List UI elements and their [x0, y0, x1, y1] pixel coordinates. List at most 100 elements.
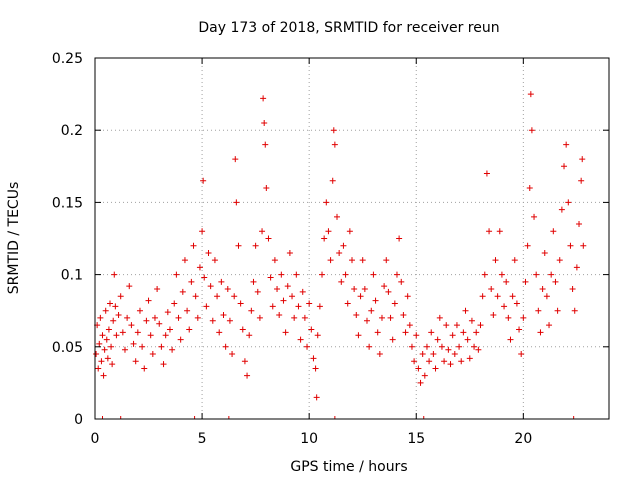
data-point	[103, 336, 110, 343]
data-point	[214, 293, 221, 300]
grid	[95, 58, 609, 419]
data-point	[426, 358, 433, 365]
data-point	[492, 257, 499, 264]
data-point	[231, 293, 238, 300]
data-point	[554, 307, 561, 314]
data-point	[239, 326, 246, 333]
data-point	[578, 177, 585, 184]
data-point	[256, 314, 263, 321]
data-point	[561, 163, 568, 170]
data-point	[259, 228, 266, 235]
data-point	[248, 307, 255, 314]
data-point	[160, 361, 167, 368]
data-point	[246, 332, 253, 339]
data-point	[200, 177, 207, 184]
data-point	[338, 278, 345, 285]
data-point	[411, 358, 418, 365]
data-point	[323, 199, 330, 206]
data-point	[218, 278, 225, 285]
data-point	[151, 314, 158, 321]
data-point	[271, 257, 278, 264]
data-point	[229, 351, 236, 358]
data-point	[573, 264, 580, 271]
data-point	[216, 329, 223, 336]
data-point	[522, 278, 529, 285]
data-point	[222, 343, 229, 350]
data-point	[308, 326, 315, 333]
data-point	[483, 170, 490, 177]
data-point	[342, 271, 349, 278]
data-point	[385, 288, 392, 295]
data-point	[556, 257, 563, 264]
data-point	[462, 307, 469, 314]
data-point	[374, 329, 381, 336]
data-point	[569, 286, 576, 293]
data-point	[207, 283, 214, 290]
data-point	[479, 293, 486, 300]
data-point	[274, 286, 281, 293]
data-point	[344, 300, 351, 307]
data-point	[93, 351, 100, 358]
data-point	[254, 288, 261, 295]
data-point	[95, 365, 102, 372]
data-point	[280, 297, 287, 304]
data-point	[327, 257, 334, 264]
data-point	[312, 365, 319, 372]
data-point	[96, 340, 103, 347]
chart-title: Day 173 of 2018, SRMTID for receiver reu…	[198, 20, 499, 36]
data-point	[441, 358, 448, 365]
data-point	[301, 314, 308, 321]
data-point	[139, 343, 146, 350]
data-point	[533, 271, 540, 278]
y-axis-label: SRMTID / TECUs	[6, 182, 22, 295]
data-point	[336, 249, 343, 256]
data-point	[314, 332, 321, 339]
data-point	[434, 336, 441, 343]
y-tick-label: 0.15	[52, 195, 83, 211]
data-point	[321, 235, 328, 242]
data-point	[128, 322, 135, 329]
data-point	[267, 274, 274, 281]
y-tick-label: 0.25	[52, 51, 83, 67]
data-point	[443, 322, 450, 329]
data-point	[453, 322, 460, 329]
data-point	[154, 286, 161, 293]
data-point	[110, 317, 117, 324]
data-point	[237, 300, 244, 307]
data-point	[346, 228, 353, 235]
data-point	[475, 346, 482, 353]
data-point	[368, 307, 375, 314]
data-point	[278, 271, 285, 278]
data-point	[265, 235, 272, 242]
data-point	[417, 379, 424, 386]
data-point	[471, 343, 478, 350]
axis-ticks: 0 5 10 15 20 0 0.05 0.1 0.15 0.2 0.25	[52, 51, 609, 447]
data-point	[571, 307, 578, 314]
data-point	[550, 228, 557, 235]
data-point	[177, 336, 184, 343]
data-point	[563, 141, 570, 148]
data-point	[488, 286, 495, 293]
data-point	[156, 320, 163, 327]
x-tick-label: 0	[91, 431, 100, 447]
x-tick-label: 5	[198, 431, 207, 447]
data-point	[199, 228, 206, 235]
data-point	[179, 288, 186, 295]
data-point	[220, 312, 227, 319]
data-point	[190, 242, 197, 249]
data-point	[518, 351, 525, 358]
data-point	[423, 343, 430, 350]
data-point	[205, 249, 212, 256]
data-point	[136, 307, 143, 314]
data-point	[203, 303, 210, 310]
data-point	[262, 141, 269, 148]
data-point	[209, 317, 216, 324]
data-point	[507, 336, 514, 343]
data-point	[263, 184, 270, 191]
data-point	[567, 242, 574, 249]
data-point	[404, 293, 411, 300]
data-point	[184, 307, 191, 314]
data-point	[147, 332, 154, 339]
data-point	[158, 343, 165, 350]
data-point	[372, 297, 379, 304]
